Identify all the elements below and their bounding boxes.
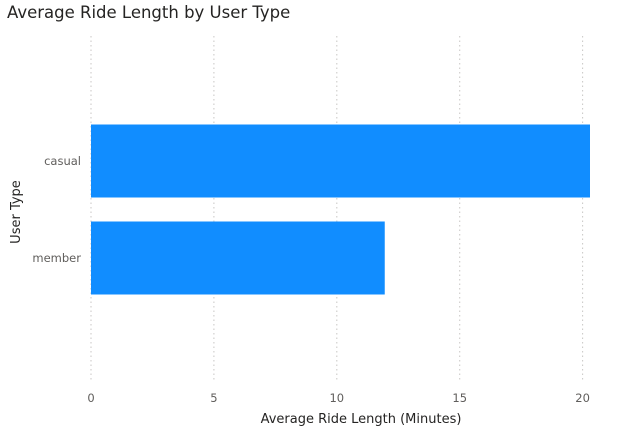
chart-title: Average Ride Length by User Type bbox=[7, 3, 291, 22]
category-labels: casual member bbox=[32, 154, 81, 265]
x-tick-label: 15 bbox=[452, 391, 467, 405]
bar-casual[interactable] bbox=[91, 124, 590, 198]
gridlines bbox=[90, 36, 584, 382]
bars bbox=[91, 124, 590, 295]
x-axis-title: Average Ride Length (Minutes) bbox=[261, 412, 462, 427]
category-label-member: member bbox=[32, 251, 81, 265]
y-axis-title: User Type bbox=[9, 180, 24, 244]
x-tick-label: 10 bbox=[329, 391, 344, 405]
bar-member[interactable] bbox=[91, 221, 385, 295]
x-tick-labels: 0 5 10 15 20 bbox=[87, 391, 590, 405]
category-label-casual: casual bbox=[44, 154, 81, 168]
x-tick-label: 20 bbox=[575, 391, 590, 405]
x-tick-label: 0 bbox=[87, 391, 94, 405]
x-tick-label: 5 bbox=[210, 391, 217, 405]
